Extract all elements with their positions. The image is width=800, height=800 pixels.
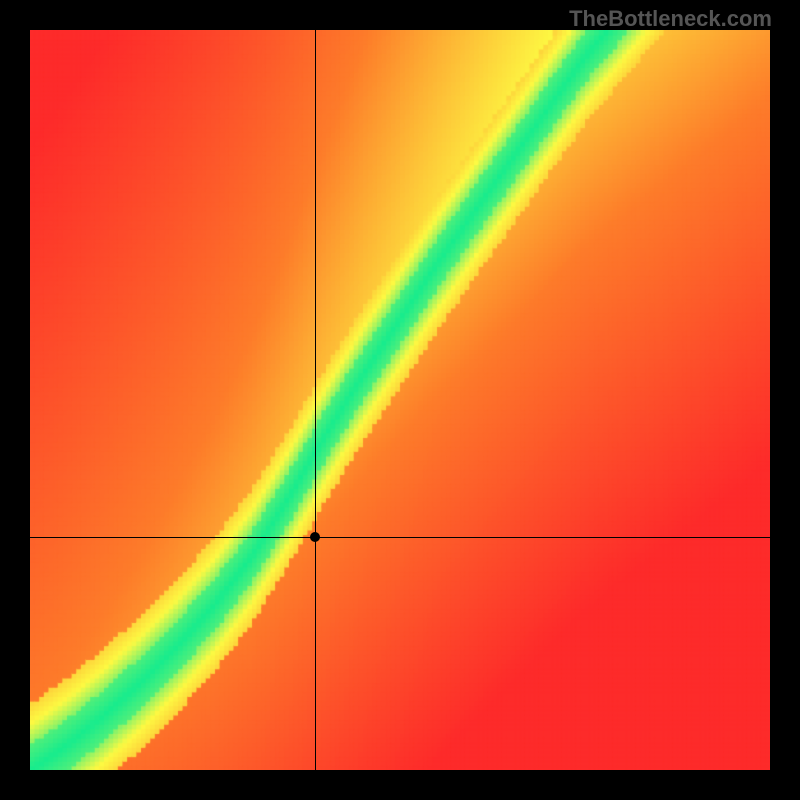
watermark-text: TheBottleneck.com <box>569 6 772 32</box>
crosshair-marker <box>310 532 320 542</box>
crosshair-vertical <box>315 30 316 770</box>
heatmap-canvas <box>30 30 770 770</box>
crosshair-horizontal <box>30 537 770 538</box>
plot-area <box>30 30 770 770</box>
